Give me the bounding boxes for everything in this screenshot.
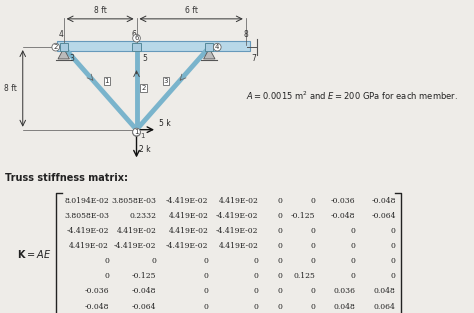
Text: -4.419E-02: -4.419E-02 bbox=[166, 242, 209, 250]
Text: 0: 0 bbox=[351, 257, 356, 265]
Text: 0: 0 bbox=[310, 287, 315, 295]
Text: 0: 0 bbox=[351, 272, 356, 280]
Text: -0.064: -0.064 bbox=[371, 212, 396, 220]
Text: -0.125: -0.125 bbox=[132, 272, 156, 280]
Text: 7: 7 bbox=[251, 54, 256, 63]
Text: 0: 0 bbox=[277, 242, 282, 250]
Text: 4.419E-02: 4.419E-02 bbox=[219, 197, 258, 205]
Text: 2 k: 2 k bbox=[139, 145, 151, 154]
Text: 0: 0 bbox=[391, 257, 396, 265]
Text: 6 ft: 6 ft bbox=[184, 6, 198, 15]
Text: 0: 0 bbox=[277, 197, 282, 205]
Text: 0: 0 bbox=[391, 242, 396, 250]
Text: 4: 4 bbox=[215, 44, 219, 50]
Text: 4.419E-02: 4.419E-02 bbox=[169, 227, 209, 235]
Text: 8 ft: 8 ft bbox=[94, 6, 107, 15]
Text: -4.419E-02: -4.419E-02 bbox=[66, 227, 109, 235]
Text: 0: 0 bbox=[310, 242, 315, 250]
Text: 0: 0 bbox=[277, 303, 282, 310]
Text: $A = 0.0015\ \mathrm{m}^2\ \mathrm{and}\ E = 200\ \mathrm{GPa\ for\ each\ member: $A = 0.0015\ \mathrm{m}^2\ \mathrm{and}\… bbox=[246, 89, 458, 102]
Text: 0: 0 bbox=[104, 272, 109, 280]
Text: 0: 0 bbox=[254, 272, 258, 280]
Text: 0: 0 bbox=[391, 227, 396, 235]
Text: 0: 0 bbox=[351, 242, 356, 250]
Polygon shape bbox=[58, 48, 69, 59]
Text: 5: 5 bbox=[142, 54, 147, 63]
Text: 0: 0 bbox=[204, 257, 209, 265]
Text: 0: 0 bbox=[310, 303, 315, 310]
Text: 0: 0 bbox=[277, 257, 282, 265]
Text: 0: 0 bbox=[310, 197, 315, 205]
Text: 0: 0 bbox=[277, 272, 282, 280]
Polygon shape bbox=[204, 48, 215, 59]
Text: -0.048: -0.048 bbox=[371, 197, 396, 205]
Text: 1: 1 bbox=[105, 78, 109, 84]
Text: -4.419E-02: -4.419E-02 bbox=[114, 242, 156, 250]
Text: -0.036: -0.036 bbox=[84, 287, 109, 295]
Text: 0.036: 0.036 bbox=[334, 287, 356, 295]
Text: 8 ft: 8 ft bbox=[4, 84, 17, 93]
Text: -0.048: -0.048 bbox=[331, 212, 356, 220]
Text: 0.048: 0.048 bbox=[374, 287, 396, 295]
Text: 4.419E-02: 4.419E-02 bbox=[219, 242, 258, 250]
Text: -4.419E-02: -4.419E-02 bbox=[216, 227, 258, 235]
Text: 1: 1 bbox=[134, 129, 139, 135]
Text: 0: 0 bbox=[204, 303, 209, 310]
Text: 2: 2 bbox=[141, 85, 146, 91]
Text: 8: 8 bbox=[243, 30, 248, 39]
Polygon shape bbox=[132, 43, 141, 51]
Text: 3: 3 bbox=[164, 78, 168, 84]
Text: 0: 0 bbox=[310, 227, 315, 235]
Text: 0.2332: 0.2332 bbox=[129, 212, 156, 220]
Text: -0.048: -0.048 bbox=[132, 287, 156, 295]
Text: -0.125: -0.125 bbox=[291, 212, 315, 220]
Text: -0.064: -0.064 bbox=[132, 303, 156, 310]
Text: 0: 0 bbox=[310, 257, 315, 265]
Text: 0.125: 0.125 bbox=[293, 272, 315, 280]
Text: 0.064: 0.064 bbox=[374, 303, 396, 310]
Text: 4.419E-02: 4.419E-02 bbox=[169, 212, 209, 220]
Text: 6: 6 bbox=[134, 35, 139, 41]
Polygon shape bbox=[205, 43, 213, 51]
Text: 0: 0 bbox=[254, 287, 258, 295]
Polygon shape bbox=[57, 41, 250, 51]
Text: 3.8058E-03: 3.8058E-03 bbox=[64, 212, 109, 220]
Text: 1: 1 bbox=[134, 130, 139, 136]
Text: 0: 0 bbox=[204, 272, 209, 280]
Text: 0: 0 bbox=[277, 227, 282, 235]
Text: 4: 4 bbox=[59, 30, 64, 39]
Text: -4.419E-02: -4.419E-02 bbox=[166, 197, 209, 205]
Text: 0: 0 bbox=[204, 287, 209, 295]
Polygon shape bbox=[60, 43, 68, 51]
Text: 0: 0 bbox=[152, 257, 156, 265]
Text: Truss stiffness matrix:: Truss stiffness matrix: bbox=[5, 173, 128, 183]
Text: 3.8058E-03: 3.8058E-03 bbox=[111, 197, 156, 205]
Text: 1: 1 bbox=[140, 133, 145, 139]
Text: 0: 0 bbox=[104, 257, 109, 265]
Text: 4.419E-02: 4.419E-02 bbox=[117, 227, 156, 235]
Text: 0: 0 bbox=[351, 227, 356, 235]
Text: 0.048: 0.048 bbox=[334, 303, 356, 310]
Text: 0: 0 bbox=[391, 272, 396, 280]
Text: 4.419E-02: 4.419E-02 bbox=[69, 242, 109, 250]
Text: 0: 0 bbox=[254, 303, 258, 310]
Text: 3: 3 bbox=[69, 54, 74, 63]
Text: 0: 0 bbox=[277, 287, 282, 295]
Text: -0.036: -0.036 bbox=[331, 197, 356, 205]
Text: 8.0194E-02: 8.0194E-02 bbox=[64, 197, 109, 205]
Text: 2: 2 bbox=[54, 44, 58, 50]
Text: 0: 0 bbox=[277, 212, 282, 220]
Text: $\mathbf{K} = AE$: $\mathbf{K} = AE$ bbox=[17, 248, 51, 259]
Text: -4.419E-02: -4.419E-02 bbox=[216, 212, 258, 220]
Text: 0: 0 bbox=[254, 257, 258, 265]
Text: 5 k: 5 k bbox=[159, 119, 171, 128]
Text: -0.048: -0.048 bbox=[84, 303, 109, 310]
Text: 6: 6 bbox=[132, 30, 137, 39]
